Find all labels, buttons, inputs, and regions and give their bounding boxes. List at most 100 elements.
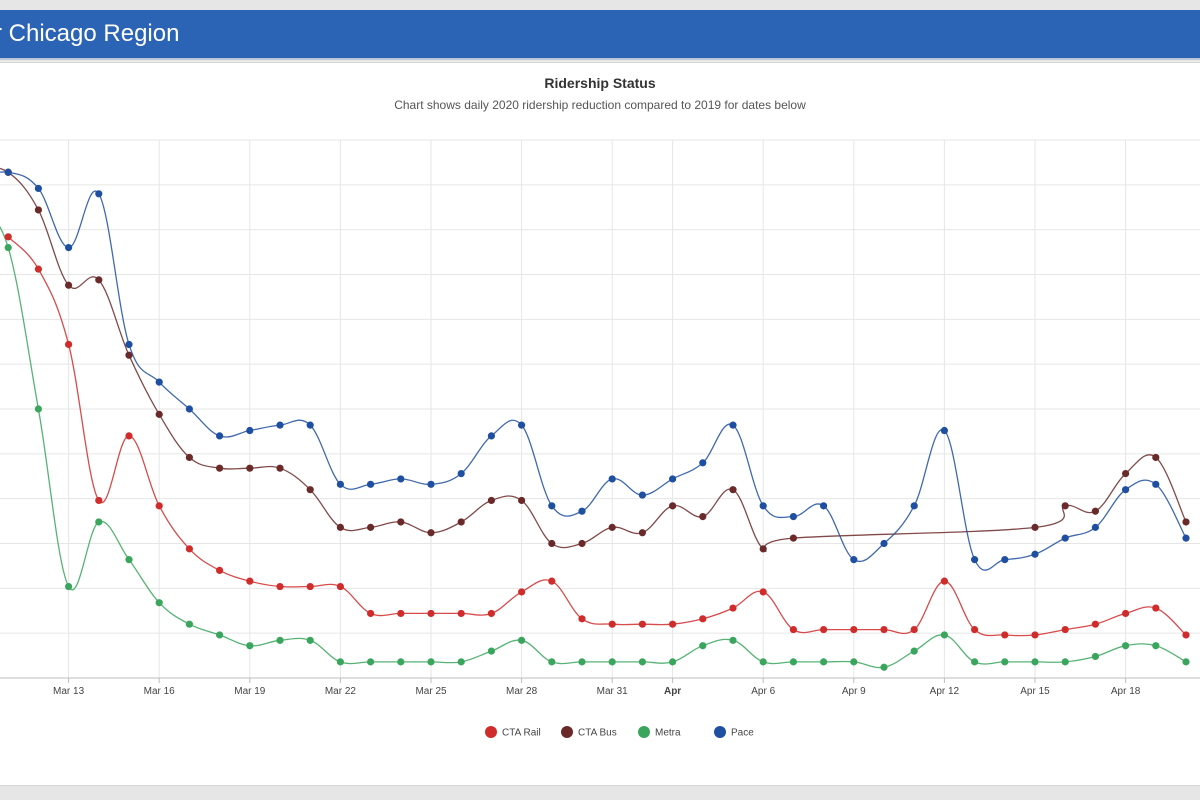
data-point-cta-bus [1152, 453, 1160, 462]
data-point-cta-rail [578, 615, 586, 623]
legend-label-cta-bus: CTA Bus [578, 728, 617, 739]
data-point-cta-rail [548, 577, 556, 585]
data-point-cta-rail [850, 625, 858, 634]
data-point-pace [1001, 556, 1009, 564]
data-point-pace [306, 421, 314, 429]
data-point-pace [548, 502, 556, 510]
x-tick-label: Apr 18 [1111, 686, 1141, 697]
data-point-cta-rail [880, 625, 888, 634]
data-point-cta-bus [246, 464, 254, 472]
data-point-pace [1091, 523, 1099, 531]
data-point-cta-rail [336, 582, 344, 591]
data-point-pace [850, 556, 858, 564]
data-point-metra [336, 658, 344, 666]
data-point-pace [125, 340, 133, 349]
data-point-pace [367, 480, 375, 488]
data-point-cta-bus [457, 518, 465, 526]
data-point-metra [4, 244, 12, 252]
legend: CTA Rail CTA Bus Metra Pace [485, 726, 754, 739]
data-point-cta-rail [729, 604, 737, 612]
data-point-cta-bus [397, 518, 405, 526]
data-point-pace [971, 556, 979, 564]
data-point-metra [669, 658, 677, 666]
data-point-pace [759, 502, 767, 510]
x-tick-label: Mar 19 [234, 686, 266, 697]
x-tick-label: Mar 16 [144, 686, 176, 697]
data-point-metra [1091, 652, 1099, 661]
data-point-cta-rail [699, 615, 707, 623]
data-point-pace [487, 432, 495, 440]
x-axis-ticks: Mar 13 Mar 16 Mar 19 Mar 22 Mar 25 Mar 28 Mar … [53, 678, 1141, 697]
x-tick-label: Apr 12 [930, 686, 960, 697]
data-point-cta-rail [1061, 625, 1069, 634]
data-point-cta-bus [608, 523, 616, 531]
x-tick-label: Apr [664, 686, 681, 697]
data-point-metra [1152, 642, 1160, 650]
data-point-metra [1001, 658, 1009, 666]
data-point-cta-rail [638, 620, 647, 628]
page-title: r Chicago Region [0, 20, 180, 47]
data-point-cta-bus [789, 534, 798, 542]
data-point-pace [820, 502, 828, 510]
header-bar: r Chicago Region [0, 10, 1200, 60]
data-point-cta-rail [246, 577, 254, 585]
data-point-cta-bus [1061, 502, 1069, 510]
data-point-cta-rail [518, 588, 526, 596]
data-point-metra [940, 631, 949, 639]
series-lines [0, 167, 1190, 671]
data-point-cta-bus [276, 464, 284, 472]
data-point-cta-bus [336, 523, 344, 531]
data-point-cta-rail [367, 609, 375, 618]
data-point-cta-bus [699, 513, 707, 521]
data-point-pace [336, 480, 344, 488]
data-point-pace [910, 502, 918, 510]
data-point-cta-bus [548, 539, 556, 548]
top-strip [0, 0, 1200, 10]
series-line-cta-bus [0, 167, 1187, 553]
x-tick-label: Mar 13 [53, 686, 85, 697]
data-point-pace [246, 426, 254, 435]
data-point-metra [427, 658, 435, 666]
x-tick-label: Mar 31 [597, 686, 629, 697]
data-point-metra [185, 620, 193, 628]
data-point-pace [216, 432, 224, 440]
data-point-pace [1122, 486, 1130, 494]
data-point-metra [216, 631, 224, 639]
data-point-pace [457, 469, 465, 478]
data-point-cta-bus [1031, 523, 1039, 531]
data-point-cta-rail [95, 496, 103, 505]
data-point-cta-rail [125, 432, 133, 440]
data-point-cta-bus [1182, 518, 1190, 526]
data-point-metra [367, 658, 375, 666]
data-point-pace [699, 459, 707, 467]
data-point-metra [518, 636, 526, 644]
legend-label-metra: Metra [655, 728, 681, 739]
ridership-chart: Ridership Status Chart shows daily 2020 … [0, 75, 1200, 739]
data-point-metra [1031, 658, 1039, 666]
data-point-cta-rail [608, 620, 616, 628]
data-point-metra [729, 636, 737, 644]
data-point-metra [246, 642, 254, 650]
data-point-pace [638, 491, 647, 499]
data-point-cta-bus [65, 281, 73, 289]
data-point-metra [638, 658, 647, 666]
data-point-metra [306, 636, 314, 644]
data-point-cta-rail [34, 265, 43, 273]
data-point-cta-rail [1031, 631, 1039, 639]
x-tick-label: Mar 25 [415, 686, 447, 697]
data-point-metra [276, 636, 284, 644]
data-point-cta-rail [306, 582, 314, 591]
data-point-cta-bus [216, 464, 224, 472]
data-point-cta-rail [971, 625, 979, 634]
data-point-cta-rail [65, 340, 73, 349]
data-point-cta-rail [185, 545, 193, 553]
series-line-pace [0, 171, 1187, 571]
data-point-cta-rail [759, 588, 767, 596]
data-point-cta-bus [367, 523, 375, 531]
data-point-pace [1182, 534, 1190, 542]
data-point-metra [608, 658, 616, 666]
chart-title: Ridership Status [544, 75, 655, 91]
data-point-pace [1031, 550, 1039, 558]
data-point-cta-bus [306, 486, 314, 494]
data-point-cta-rail [427, 609, 435, 618]
